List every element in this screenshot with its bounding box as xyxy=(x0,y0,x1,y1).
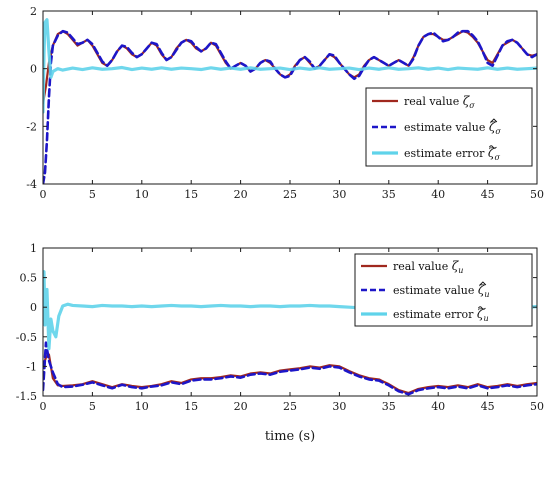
bottom-legend-text: estimate error xyxy=(393,308,477,321)
bottom-legend-tilde-mark xyxy=(478,306,486,310)
top-xtick-label: 50 xyxy=(530,188,544,201)
bottom-xtick-label: 45 xyxy=(481,400,495,413)
bottom-legend-symbol: ζ xyxy=(478,283,486,297)
top-xtick-label: 5 xyxy=(89,188,96,201)
top-ytick-label: 0 xyxy=(30,63,37,76)
chart-top: 0 5 10 15 20 25 30 35 40 45 50-4-202 real value ζσ… xyxy=(26,5,544,201)
bottom-series-estimate-line xyxy=(43,341,537,396)
bottom-xtick-label: 30 xyxy=(332,400,346,413)
bottom-ytick-label: -0.5 xyxy=(16,331,37,344)
top-xtick-label: 45 xyxy=(481,188,495,201)
bottom-ytick-label: 0 xyxy=(30,301,37,314)
bottom-legend-text: real value xyxy=(393,260,452,273)
bottom-legend-label-estimate: estimate value ζu xyxy=(393,283,490,299)
top-legend-subscript: σ xyxy=(495,127,501,136)
bottom-xtick-label: 25 xyxy=(283,400,297,413)
chart-bottom: 0 5 10 15 20 25 30 35 40 45 50 -1.5 -1 -0.5 0 0.5 1 real… xyxy=(16,242,544,444)
top-series-estimate-line xyxy=(43,29,537,184)
top-ytick-label: -4 xyxy=(26,178,37,191)
bottom-xtick-label: 15 xyxy=(184,400,198,413)
bottom-legend-label-real: real value ζu xyxy=(393,259,463,275)
bottom-legend-label-error: estimate error ζu xyxy=(393,307,489,323)
top-legend-text: estimate error xyxy=(404,147,488,160)
top-xtick-label: 20 xyxy=(234,188,248,201)
bottom-xtick-label: 35 xyxy=(382,400,396,413)
bottom-ytick-label: -1 xyxy=(26,360,37,373)
bottom-xtick-label: 40 xyxy=(431,400,445,413)
top-xtick-label: 0 xyxy=(40,188,47,201)
x-axis-label: time (s) xyxy=(265,429,315,444)
top-legend-label-error: estimate error ζσ xyxy=(404,146,500,162)
top-xtick-label: 35 xyxy=(382,188,396,201)
top-legend-label-estimate: estimate value ζσ xyxy=(404,120,501,136)
bottom-xtick-label: 20 xyxy=(234,400,248,413)
bottom-ytick-label: 1 xyxy=(30,242,37,255)
top-legend-symbol: ζ xyxy=(488,146,496,160)
top-legend-subscript: σ xyxy=(469,101,475,110)
top-xtick-label: 30 xyxy=(332,188,346,201)
top-legend-text: real value xyxy=(404,95,463,108)
top-legend-text: estimate value xyxy=(404,121,489,134)
bottom-legend-symbol: ζ xyxy=(477,307,485,321)
top-legend-subscript: σ xyxy=(494,153,500,162)
top-legend-label-real: real value ζσ xyxy=(404,94,475,110)
bottom-xtick-label: 50 xyxy=(530,400,544,413)
top-legend-tilde-mark xyxy=(489,145,497,149)
top-legend-symbol: ζ xyxy=(489,120,497,134)
top-xtick-label: 25 xyxy=(283,188,297,201)
bottom-legend-subscript: u xyxy=(458,266,463,275)
bottom-legend-subscript: u xyxy=(483,314,488,323)
top-legend-symbol: ζ xyxy=(463,94,471,108)
top-series-error-line xyxy=(43,18,537,114)
bottom-legend-subscript: u xyxy=(484,290,489,299)
top-xtick-label: 15 xyxy=(184,188,198,201)
bottom-xtick-label: 10 xyxy=(135,400,149,413)
bottom-xtick-label: 0 xyxy=(40,400,47,413)
bottom-ytick-label: -1.5 xyxy=(16,390,37,403)
bottom-xtick-label: 5 xyxy=(89,400,96,413)
bottom-ytick-label: 0.5 xyxy=(20,272,38,285)
top-xtick-label: 10 xyxy=(135,188,149,201)
bottom-legend-hat-mark xyxy=(479,281,487,286)
top-xtick-label: 40 xyxy=(431,188,445,201)
bottom-legend-text: estimate value xyxy=(393,284,478,297)
bottom-legend-symbol: ζ xyxy=(452,259,460,273)
top-legend-hat-mark xyxy=(490,118,498,123)
top-ytick-label: 2 xyxy=(30,5,37,18)
top-ytick-label: -2 xyxy=(26,120,37,133)
